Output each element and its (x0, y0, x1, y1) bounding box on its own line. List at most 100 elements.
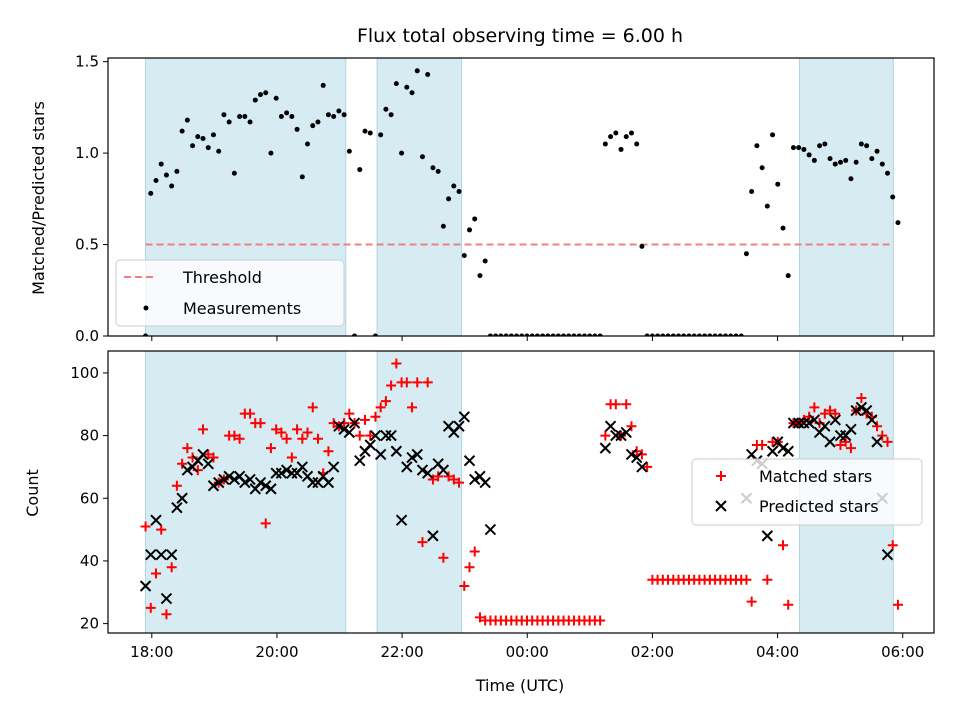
predicted-star-point (860, 404, 873, 417)
measurement-point (508, 333, 514, 336)
matched-star-point (443, 471, 454, 482)
observing-window-0 (145, 351, 347, 633)
legend-frame (691, 458, 923, 526)
x-tick-label: 18:00 (130, 643, 173, 661)
predicted-star-point (647, 681, 657, 691)
measurement-point (378, 132, 384, 138)
predicted-star-point (364, 439, 376, 451)
measurement-point (257, 92, 263, 98)
measurement-point (158, 161, 164, 167)
predicted-star-point (437, 464, 450, 476)
measurement-point (717, 333, 723, 336)
matched-star-point (292, 424, 303, 435)
predicted-star-point (254, 476, 267, 489)
measurement-point (247, 119, 253, 125)
measurement-point (336, 108, 342, 114)
measurement-point (503, 333, 509, 336)
measurement-point (837, 159, 843, 165)
predicted-star-point (893, 681, 903, 691)
measurement-point (890, 194, 896, 200)
matched-star-point (422, 377, 433, 388)
measurement-point (686, 333, 692, 336)
predicted-star-point (244, 473, 256, 486)
x-tick-label: 02:00 (631, 643, 674, 661)
measurement-point (655, 333, 661, 336)
predicted-star-point (265, 483, 277, 495)
measurement-point (853, 159, 859, 165)
predicted-star-point (620, 426, 632, 439)
bottom-panel: 20 40 60 80 100 18:00 20:00 22:00 00:00 02:00 04:0… (70, 350, 935, 691)
predicted-star-point (888, 681, 898, 691)
x-tick-label: 22:00 (380, 643, 423, 661)
measurement-point (613, 130, 619, 136)
chart-title: Flux total observing time = 6.00 h (357, 25, 683, 47)
measurement-point (341, 112, 347, 118)
matched-star-point (840, 436, 851, 447)
matched-star-point (469, 546, 480, 557)
matched-star-point (474, 612, 485, 623)
predicted-star-point (181, 464, 194, 476)
predicted-star-point (223, 470, 235, 483)
measurement-point (545, 333, 551, 336)
matched-star-point (375, 402, 386, 413)
matched-star-point (255, 418, 266, 429)
top-y-axis-label: Matched/Predicted stars (29, 101, 48, 295)
predicted-star-point (684, 681, 694, 691)
matched-star-point (762, 574, 773, 585)
measurement-point (832, 161, 838, 167)
predicted-star-point (663, 681, 673, 691)
matched-star-point (856, 393, 867, 403)
predicted-star-point (202, 458, 214, 470)
measurement-point (190, 143, 196, 149)
matched-star-point (610, 399, 621, 410)
measurement-point (367, 130, 373, 136)
measurement-point (268, 150, 274, 156)
measurement-point (472, 216, 478, 222)
measurement-point (216, 148, 222, 154)
predicted-star-point (176, 492, 188, 504)
legend-measurement-swatch (143, 305, 149, 311)
measurement-point (602, 141, 608, 147)
measurement-point (895, 220, 901, 226)
measurement-point (430, 165, 436, 171)
matched-star-point (150, 568, 161, 579)
predicted-star-point (819, 420, 831, 432)
measurement-point (879, 161, 885, 167)
measurement-point (226, 119, 232, 125)
matched-star-point (380, 396, 391, 407)
predicted-star-point (715, 681, 725, 691)
predicted-star-point (595, 681, 605, 691)
x-axis-label: Time (UTC) (475, 676, 564, 695)
x-tick-label: 00:00 (506, 643, 549, 661)
bottom-y-axis-label: Count (23, 469, 42, 517)
predicted-star-point (296, 461, 309, 473)
measurement-point (435, 168, 441, 174)
matched-star-point (417, 537, 428, 548)
measurement-point (691, 333, 697, 336)
measurement-point (712, 333, 718, 336)
matched-star-point (370, 411, 381, 422)
y-tick-label: 40 (80, 552, 99, 570)
matched-star-point (448, 474, 459, 485)
predicted-star-point (710, 681, 720, 691)
measurement-point (555, 333, 561, 336)
matched-star-point (203, 449, 214, 460)
matched-star-point (642, 461, 653, 472)
measurement-point (205, 145, 211, 151)
measurement-point (498, 333, 504, 336)
matched-star-point (145, 602, 156, 613)
predicted-star-point (427, 530, 439, 542)
matched-star-point (391, 358, 402, 369)
measurement-point (843, 157, 849, 163)
measurement-point (195, 134, 201, 140)
predicted-star-point (636, 461, 648, 473)
matched-star-point (302, 427, 313, 438)
matched-star-point (265, 443, 276, 454)
measurement-point (143, 333, 149, 336)
measurement-point (163, 172, 169, 178)
measurement-point (456, 189, 462, 195)
predicted-star-point (197, 448, 209, 461)
measurement-point (806, 152, 812, 158)
predicted-star-point (160, 592, 173, 605)
measurement-point (785, 273, 791, 279)
